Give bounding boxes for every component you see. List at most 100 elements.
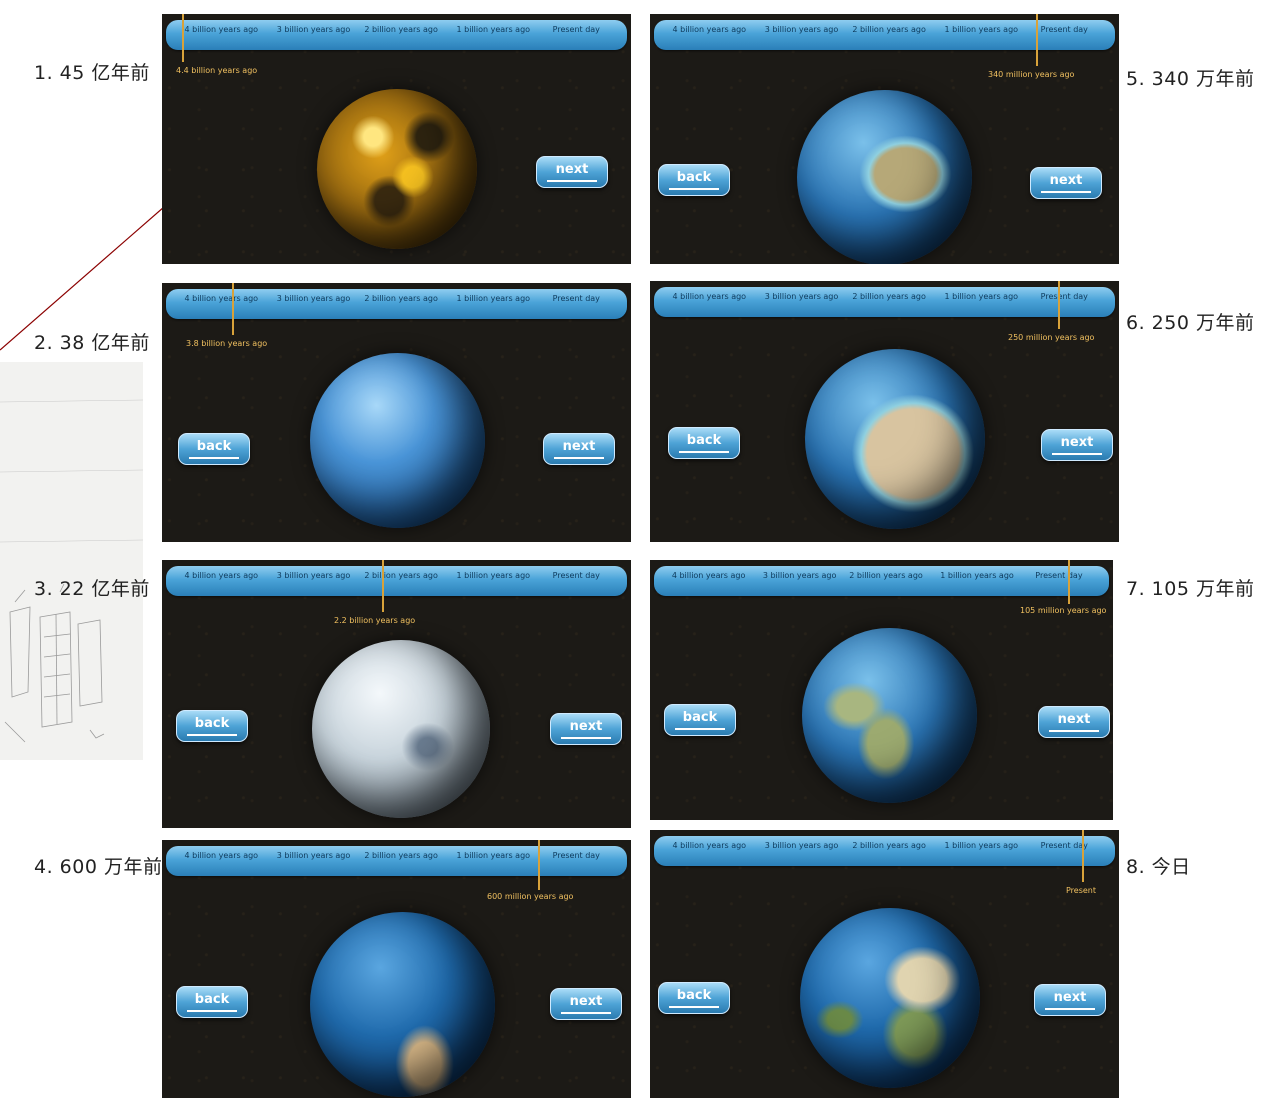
tick-4-billion: 4 billion years ago	[672, 292, 747, 301]
timeline-bar[interactable]: 4 billion years ago 3 billion years ago …	[654, 287, 1115, 317]
timeline-bar[interactable]: 4 billion years ago 3 billion years ago …	[654, 20, 1115, 50]
timeline-bar[interactable]: 4 billion years ago 3 billion years ago …	[654, 566, 1109, 596]
timeline-marker[interactable]	[1036, 14, 1038, 66]
tick-3-billion: 3 billion years ago	[762, 571, 837, 580]
timeline-marker[interactable]	[232, 283, 234, 335]
era-label: 340 million years ago	[988, 70, 1075, 79]
tick-3-billion: 3 billion years ago	[764, 292, 839, 301]
tick-present: Present day	[552, 851, 600, 860]
era-label: 600 million years ago	[487, 892, 574, 901]
tick-3-billion: 3 billion years ago	[764, 841, 839, 850]
timeline-bar[interactable]: 4 billion years ago 3 billion years ago …	[166, 846, 627, 876]
tick-1-billion: 1 billion years ago	[456, 851, 531, 860]
tick-3-billion: 3 billion years ago	[276, 851, 351, 860]
tick-present: Present day	[552, 25, 600, 34]
caption-7: 7. 105 万年前	[1126, 578, 1255, 600]
screenshot-panel-4: 4 billion years ago 3 billion years ago …	[162, 840, 631, 1098]
tick-4-billion: 4 billion years ago	[671, 571, 746, 580]
era-label: Present	[1066, 886, 1097, 895]
tick-2-billion: 2 billion years ago	[364, 25, 438, 34]
back-button[interactable]: back	[178, 433, 250, 465]
next-button[interactable]: next	[550, 713, 622, 745]
timeline-bar[interactable]: 4 billion years ago 3 billion years ago …	[166, 566, 627, 596]
tick-1-billion: 1 billion years ago	[456, 25, 531, 34]
screenshot-panel-6: 4 billion years ago 3 billion years ago …	[650, 281, 1119, 542]
screenshot-panel-7: 4 billion years ago 3 billion years ago …	[650, 560, 1113, 820]
caption-3: 3. 22 亿年前	[34, 578, 150, 600]
era-label: 2.2 billion years ago	[334, 616, 416, 625]
tick-present: Present day	[1040, 841, 1088, 850]
tick-4-billion: 4 billion years ago	[184, 571, 259, 580]
tick-1-billion: 1 billion years ago	[456, 571, 531, 580]
caption-1: 1. 45 亿年前	[34, 62, 150, 84]
earth-globe	[800, 908, 980, 1088]
caption-2: 2. 38 亿年前	[34, 332, 150, 354]
tick-present: Present day	[552, 294, 600, 303]
screenshot-panel-2: 4 billion years ago 3 billion years ago …	[162, 283, 631, 542]
earth-globe	[797, 90, 972, 264]
tick-1-billion: 1 billion years ago	[944, 841, 1019, 850]
next-button[interactable]: next	[536, 156, 608, 188]
tick-present: Present day	[1040, 292, 1088, 301]
tick-2-billion: 2 billion years ago	[852, 841, 926, 850]
back-button[interactable]: back	[176, 710, 248, 742]
earth-globe	[310, 353, 485, 528]
timeline-marker[interactable]	[538, 840, 540, 890]
tick-1-billion: 1 billion years ago	[944, 292, 1019, 301]
tick-2-billion: 2 billion years ago	[364, 571, 438, 580]
tick-3-billion: 3 billion years ago	[764, 25, 839, 34]
next-button[interactable]: next	[550, 988, 622, 1020]
back-button[interactable]: back	[658, 164, 730, 196]
tick-1-billion: 1 billion years ago	[944, 25, 1019, 34]
earth-globe	[312, 640, 490, 818]
screenshot-panel-8: 4 billion years ago 3 billion years ago …	[650, 830, 1119, 1098]
tick-1-billion: 1 billion years ago	[940, 571, 1014, 580]
back-button[interactable]: back	[176, 986, 248, 1018]
era-label: 4.4 billion years ago	[176, 66, 258, 75]
timeline-bar[interactable]: 4 billion years ago 3 billion years ago …	[166, 289, 627, 319]
tick-2-billion: 2 billion years ago	[852, 292, 926, 301]
earth-globe	[317, 89, 477, 249]
tick-4-billion: 4 billion years ago	[184, 294, 259, 303]
earth-globe	[310, 912, 495, 1097]
tick-2-billion: 2 billion years ago	[852, 25, 926, 34]
earth-globe	[802, 628, 977, 803]
next-button[interactable]: next	[1041, 429, 1113, 461]
tick-2-billion: 2 billion years ago	[849, 571, 923, 580]
tick-3-billion: 3 billion years ago	[276, 571, 351, 580]
earth-globe	[805, 349, 985, 529]
timeline-marker[interactable]	[382, 560, 384, 612]
timeline-marker[interactable]	[1082, 830, 1084, 882]
tick-3-billion: 3 billion years ago	[276, 25, 351, 34]
tick-4-billion: 4 billion years ago	[184, 851, 259, 860]
next-button[interactable]: next	[543, 433, 615, 465]
back-button[interactable]: back	[668, 427, 740, 459]
tick-2-billion: 2 billion years ago	[364, 851, 438, 860]
tick-4-billion: 4 billion years ago	[184, 25, 259, 34]
back-button[interactable]: back	[664, 704, 736, 736]
next-button[interactable]: next	[1030, 167, 1102, 199]
caption-6: 6. 250 万年前	[1126, 312, 1255, 334]
tick-4-billion: 4 billion years ago	[672, 25, 747, 34]
tick-2-billion: 2 billion years ago	[364, 294, 438, 303]
caption-8: 8. 今日	[1126, 856, 1191, 878]
timeline-bar[interactable]: 4 billion years ago 3 billion years ago …	[654, 836, 1115, 866]
tick-present: Present day	[552, 571, 600, 580]
tick-present: Present day	[1040, 25, 1088, 34]
back-button[interactable]: back	[658, 982, 730, 1014]
screenshot-panel-1: 4 billion years ago 3 billion years ago …	[162, 14, 631, 264]
tick-1-billion: 1 billion years ago	[456, 294, 531, 303]
next-button[interactable]: next	[1038, 706, 1110, 738]
sketch-image	[0, 362, 143, 760]
tick-4-billion: 4 billion years ago	[672, 841, 747, 850]
timeline-marker[interactable]	[1068, 560, 1070, 604]
timeline-marker[interactable]	[1058, 281, 1060, 329]
next-button[interactable]: next	[1034, 984, 1106, 1016]
era-label: 3.8 billion years ago	[186, 339, 268, 348]
tick-3-billion: 3 billion years ago	[276, 294, 351, 303]
caption-5: 5. 340 万年前	[1126, 68, 1255, 90]
timeline-marker[interactable]	[182, 14, 184, 62]
era-label: 250 million years ago	[1008, 333, 1095, 342]
timeline-bar[interactable]: 4 billion years ago 3 billion years ago …	[166, 20, 627, 50]
tick-present: Present day	[1035, 571, 1083, 580]
